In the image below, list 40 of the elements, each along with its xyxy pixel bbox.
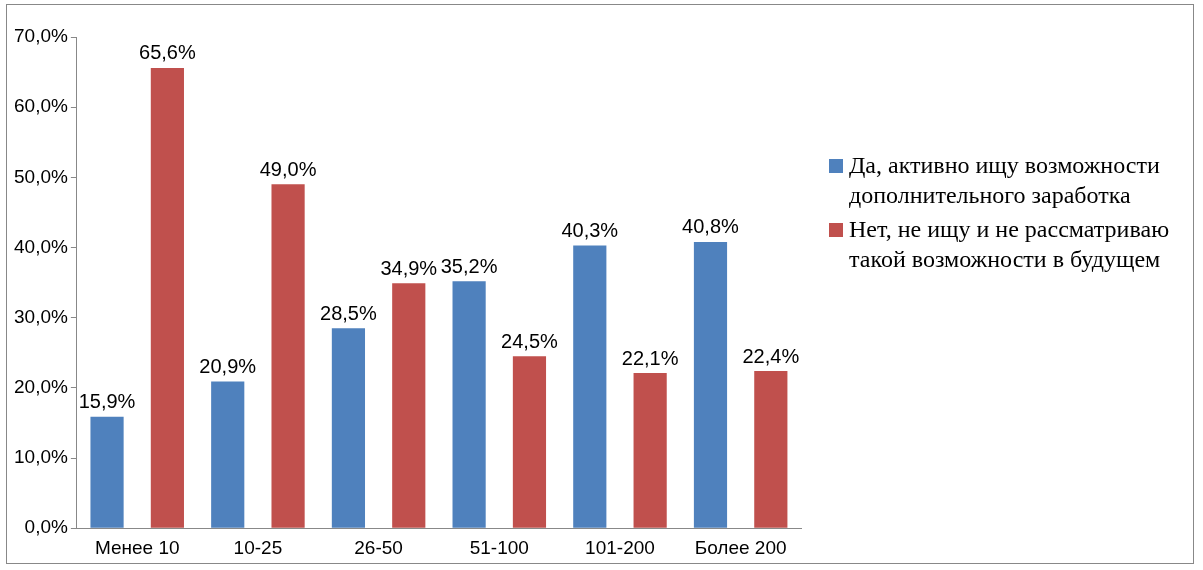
data-label: 65,6% [139, 41, 196, 64]
y-tick-label: 30,0% [14, 305, 68, 327]
y-tick-label: 60,0% [14, 95, 68, 117]
x-tick-label: 26-50 [354, 536, 403, 558]
x-tick-label: 51-100 [469, 536, 529, 558]
data-label: 40,8% [682, 215, 740, 238]
data-label: 40,3% [561, 218, 619, 241]
bar [452, 281, 486, 528]
data-label: 24,5% [501, 329, 559, 352]
bar [392, 283, 426, 528]
y-tick-label: 70,0% [14, 25, 68, 47]
legend-label: Нет, не ищу и не рассматриваю такой возможности в будущем [849, 215, 1171, 274]
bar [633, 373, 667, 528]
bar [512, 356, 547, 528]
data-label: 35,2% [440, 254, 498, 277]
bar [150, 67, 184, 528]
bar [754, 371, 788, 528]
x-tick-label: 101-200 [585, 536, 655, 558]
data-label: 22,4% [742, 344, 800, 367]
y-tick-label: 0,0% [24, 516, 68, 538]
data-label: 15,9% [78, 390, 136, 413]
bar [573, 245, 607, 528]
data-label: 22,1% [621, 346, 679, 369]
data-label: 20,9% [199, 355, 257, 378]
data-label: 34,9% [380, 256, 438, 279]
data-label: 49,0% [259, 157, 317, 180]
y-tick-label: 20,0% [14, 376, 68, 398]
y-tick-label: 10,0% [14, 446, 68, 468]
bar [693, 241, 728, 528]
legend-label: Да, активно ищу возможности дополнительного заработка [849, 151, 1161, 210]
y-tick-label: 50,0% [14, 165, 68, 187]
x-tick-label: Более 200 [694, 536, 787, 558]
data-label: 28,5% [320, 301, 377, 324]
bar [331, 328, 366, 528]
y-tick-label: 40,0% [14, 235, 68, 257]
bar [90, 416, 124, 528]
x-tick-label: 10-25 [233, 536, 283, 558]
bar [211, 381, 245, 528]
bar [271, 184, 305, 528]
x-tick-label: Менее 10 [94, 536, 180, 558]
